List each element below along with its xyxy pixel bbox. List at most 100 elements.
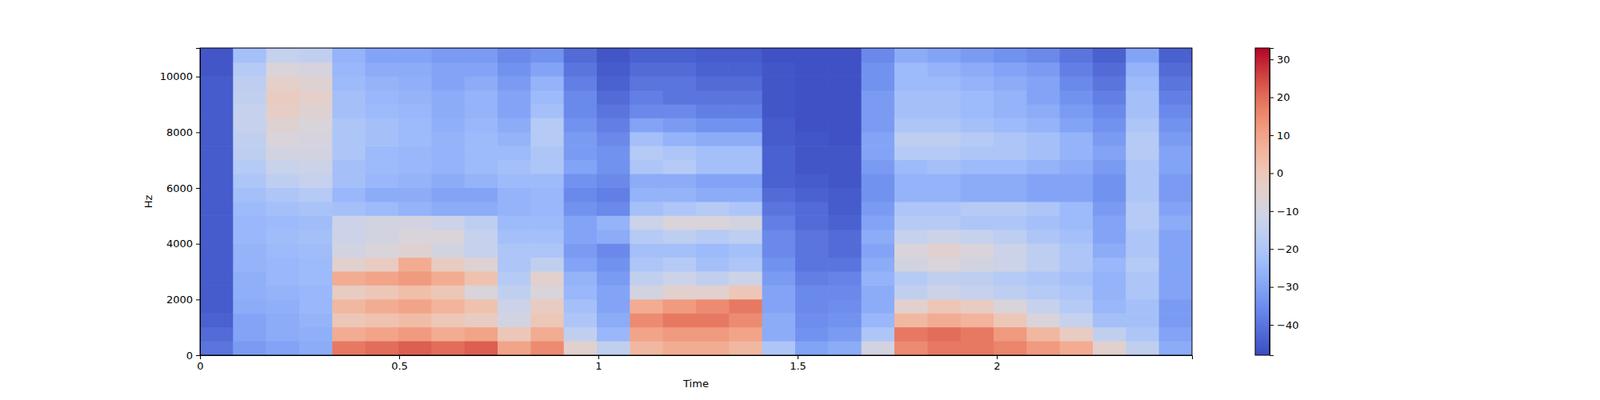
cell [1125, 229, 1160, 244]
cell [629, 312, 664, 328]
cell [398, 90, 432, 105]
cell [431, 173, 465, 188]
cell [861, 187, 896, 202]
cell [696, 256, 730, 272]
tick-label: 1 [595, 360, 602, 372]
cell [1060, 187, 1094, 202]
cell [232, 90, 267, 105]
cell [596, 173, 631, 188]
tick-label: −20 [1276, 243, 1299, 256]
tick: 8000 [166, 126, 200, 139]
tick: 10 [1269, 129, 1291, 142]
cell [464, 90, 499, 105]
cell [1060, 256, 1094, 272]
cell [762, 62, 796, 77]
cell [728, 48, 763, 63]
cell [828, 201, 862, 216]
cell [927, 90, 961, 105]
cell [927, 76, 961, 91]
cell [332, 145, 366, 160]
cell [629, 48, 664, 63]
cell [232, 243, 267, 258]
cell [596, 48, 631, 63]
cell [728, 243, 763, 258]
tick-label: −30 [1276, 280, 1299, 293]
cell [960, 48, 995, 63]
cell [266, 117, 300, 132]
cell [927, 340, 961, 356]
cell [332, 62, 366, 77]
cell [960, 229, 995, 244]
cell [398, 187, 432, 202]
cell [497, 48, 532, 63]
cell [332, 299, 366, 314]
cell [629, 62, 664, 77]
cell [828, 76, 862, 91]
cell [365, 299, 400, 314]
cell [266, 312, 300, 328]
cell [232, 173, 267, 188]
cell [1060, 76, 1094, 91]
cell [696, 284, 730, 300]
cell [762, 160, 796, 175]
cell [530, 340, 564, 356]
cell [696, 117, 730, 132]
cell [365, 48, 400, 63]
cell [530, 187, 564, 202]
cell [299, 327, 333, 342]
cell [332, 340, 366, 356]
cell [894, 62, 928, 77]
cell [1125, 173, 1160, 188]
cell [960, 62, 995, 77]
cell [1159, 132, 1192, 147]
cell [497, 243, 532, 258]
cell [266, 271, 300, 286]
cell [266, 90, 300, 105]
cell [629, 117, 664, 132]
cell [1159, 215, 1192, 230]
cell [1092, 117, 1127, 132]
cell [564, 327, 598, 342]
cell [993, 215, 1028, 230]
tick-mark [996, 355, 998, 360]
cell [1092, 62, 1127, 77]
cell [927, 243, 961, 258]
cell [960, 145, 995, 160]
tick-label: 10000 [160, 70, 193, 83]
cell [431, 299, 465, 314]
cell [629, 90, 664, 105]
cell [1092, 215, 1127, 230]
cell [1060, 284, 1094, 300]
cell [200, 215, 234, 230]
cell [828, 299, 862, 314]
cell [398, 117, 432, 132]
cell [530, 62, 564, 77]
cell [861, 327, 896, 342]
cell [861, 48, 896, 63]
cell [993, 340, 1028, 356]
tick-label: 0 [186, 349, 193, 362]
cell [993, 312, 1028, 328]
cell [1125, 187, 1160, 202]
cell [629, 271, 664, 286]
cell [927, 48, 961, 63]
cell [365, 173, 400, 188]
cell [530, 90, 564, 105]
cell [828, 160, 862, 175]
cell [696, 201, 730, 216]
cell [1026, 48, 1060, 63]
cell [1159, 299, 1192, 314]
cell [861, 132, 896, 147]
cell [1026, 312, 1060, 328]
cell [299, 62, 333, 77]
cell [464, 145, 499, 160]
cell [1159, 62, 1192, 77]
axis-line [1270, 48, 1275, 356]
cell [629, 187, 664, 202]
tick: 4000 [166, 237, 200, 250]
cell [629, 76, 664, 91]
cell [663, 48, 697, 63]
cell [927, 104, 961, 119]
cell [927, 284, 961, 300]
cell [564, 132, 598, 147]
